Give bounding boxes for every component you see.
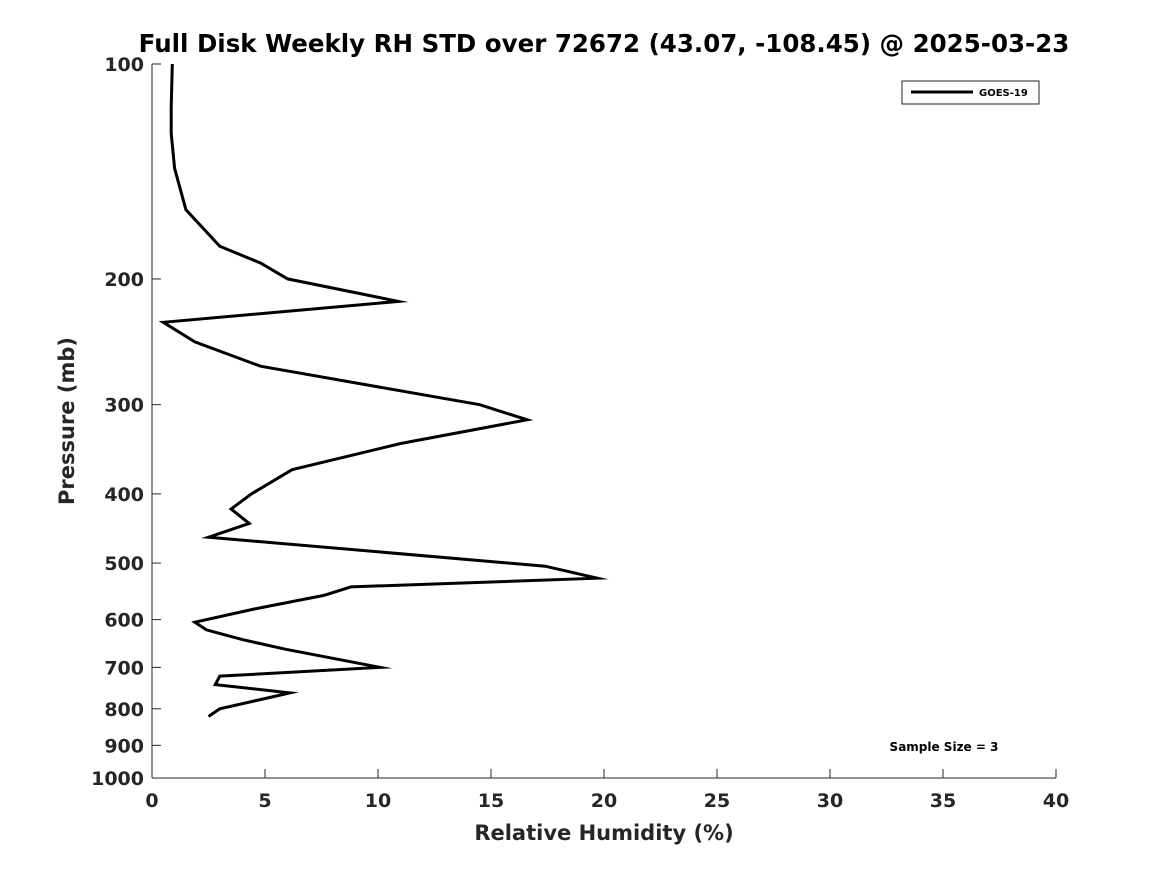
x-tick-label: 35 xyxy=(930,790,956,812)
x-axis-ticks: 0 5 10 15 20 25 30 35 40 xyxy=(145,769,1069,812)
y-axis-label: Pressure (mb) xyxy=(55,337,79,505)
legend-label-goes-19: GOES-19 xyxy=(979,88,1028,99)
y-tick-label: 1000 xyxy=(91,768,144,790)
y-axis-ticks: 100 200 300 400 500 600 700 800 900 1000 xyxy=(91,54,161,790)
x-tick-label: 0 xyxy=(145,790,158,812)
x-axis-label: Relative Humidity (%) xyxy=(474,821,733,845)
y-tick-label: 200 xyxy=(104,269,144,291)
y-tick-label: 300 xyxy=(104,395,144,417)
y-tick-label: 400 xyxy=(104,484,144,506)
y-tick-label: 100 xyxy=(104,54,144,76)
x-tick-label: 30 xyxy=(817,790,843,812)
y-tick-label: 700 xyxy=(104,657,144,679)
x-tick-label: 10 xyxy=(365,790,391,812)
x-tick-label: 25 xyxy=(704,790,730,812)
series-line-goes-19 xyxy=(158,63,609,718)
series-layer xyxy=(158,63,609,718)
sample-size-annotation: Sample Size = 3 xyxy=(890,740,999,754)
y-tick-label: 900 xyxy=(104,735,144,757)
x-tick-label: 40 xyxy=(1043,790,1069,812)
plot-area xyxy=(151,64,1056,779)
legend: GOES-19 xyxy=(901,80,1040,105)
y-tick-label: 800 xyxy=(104,699,144,721)
y-tick-label: 500 xyxy=(104,553,144,575)
chart-title: Full Disk Weekly RH STD over 72672 (43.0… xyxy=(139,29,1070,58)
x-tick-label: 15 xyxy=(478,790,504,812)
x-tick-label: 5 xyxy=(258,790,271,812)
y-tick-label: 600 xyxy=(104,610,144,632)
x-tick-label: 20 xyxy=(591,790,617,812)
